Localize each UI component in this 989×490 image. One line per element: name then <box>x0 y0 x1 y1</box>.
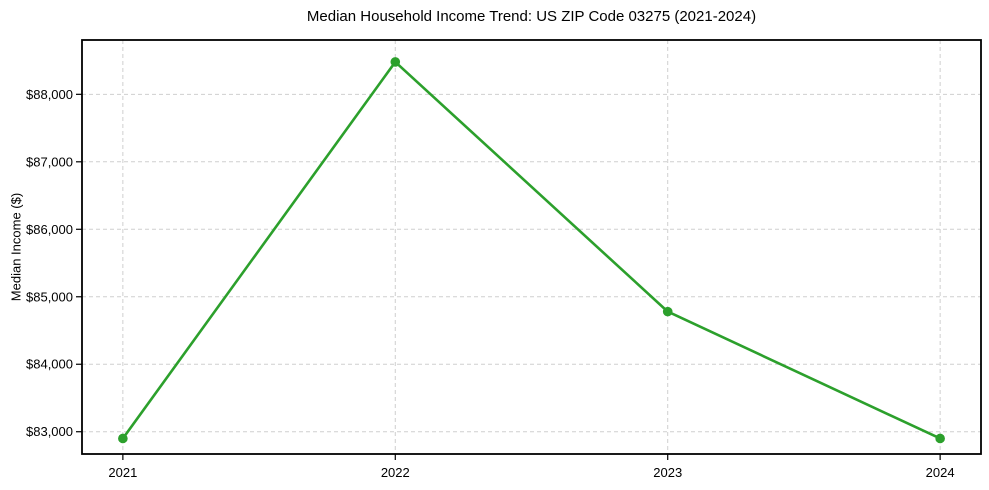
x-tick-label: 2022 <box>381 465 410 480</box>
y-tick-label: $85,000 <box>26 289 73 304</box>
data-point-2022 <box>390 57 401 67</box>
y-tick-label: $84,000 <box>26 357 73 372</box>
x-tick-label: 2021 <box>108 465 137 480</box>
y-tick-label: $83,000 <box>26 424 73 439</box>
x-tick-label: 2024 <box>926 465 955 480</box>
x-tick-label: 2023 <box>653 465 682 480</box>
y-tick-label: $87,000 <box>26 154 73 169</box>
trend-line <box>121 60 942 440</box>
plot-border <box>81 39 982 455</box>
y-tick-label: $88,000 <box>26 87 73 102</box>
y-tick-label: $86,000 <box>26 222 73 237</box>
data-point-2024 <box>935 433 945 444</box>
data-point-2021 <box>118 433 128 444</box>
data-point-2023 <box>662 306 673 317</box>
chart-title: Median Household Income Trend: US ZIP Co… <box>306 8 757 25</box>
